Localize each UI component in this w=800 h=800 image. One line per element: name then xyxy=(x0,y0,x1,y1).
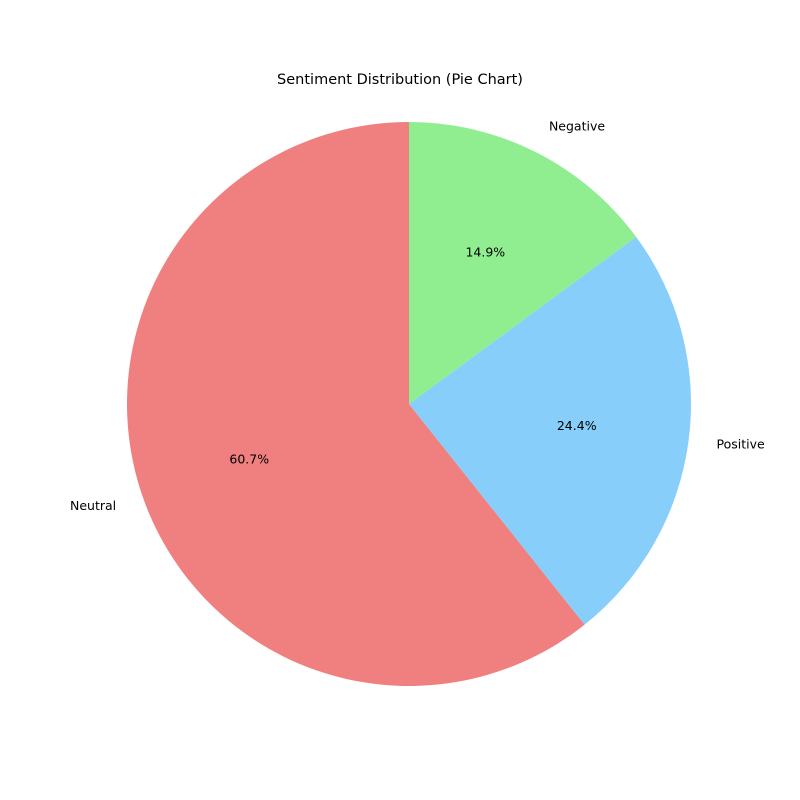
slice-label-positive: Positive xyxy=(717,436,765,451)
pct-label-negative: 14.9% xyxy=(465,245,505,260)
pie-slice-neutral xyxy=(126,122,585,687)
pct-label-positive: 24.4% xyxy=(557,418,597,433)
pct-label-neutral: 60.7% xyxy=(229,451,269,466)
pie-slice-positive xyxy=(409,236,692,625)
pie-slice-negative xyxy=(409,122,637,404)
slice-label-negative: Negative xyxy=(549,119,605,134)
chart-title: Sentiment Distribution (Pie Chart) xyxy=(277,72,523,88)
slice-label-neutral: Neutral xyxy=(70,498,116,513)
